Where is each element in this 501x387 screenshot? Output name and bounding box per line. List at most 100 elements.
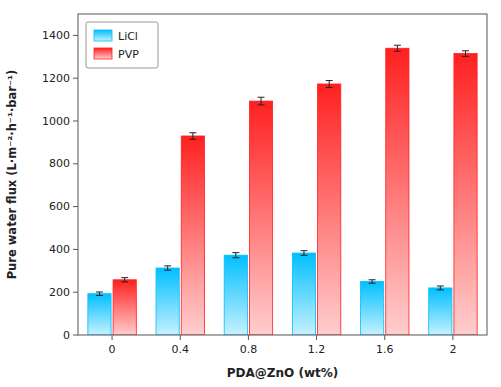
y-tick-label: 800 <box>49 157 70 170</box>
error-bar <box>462 51 469 57</box>
y-tick <box>73 249 78 250</box>
bar <box>386 48 409 335</box>
legend-swatch <box>94 30 112 41</box>
error-line <box>440 286 441 290</box>
error-line <box>303 251 304 256</box>
x-tick <box>316 335 317 340</box>
x-tick <box>384 335 385 340</box>
error-cap <box>326 80 333 81</box>
y-tick <box>73 335 78 336</box>
x-tick-label: 0 <box>109 343 116 356</box>
x-tick-label: 2 <box>449 343 456 356</box>
y-tick <box>73 121 78 122</box>
y-tick-label: 1200 <box>42 72 70 85</box>
chart-container: 0 200 400 600 800 1000 1200 1400 0 0.4 0.8 1.2 1.6 2 P… <box>0 0 501 387</box>
error-bar <box>394 45 401 51</box>
plot-frame <box>78 14 487 335</box>
y-tick <box>73 35 78 36</box>
y-tick-label: 0 <box>63 329 70 342</box>
error-cap <box>232 257 239 258</box>
error-line <box>235 253 236 258</box>
error-cap <box>326 87 333 88</box>
error-cap <box>437 289 444 290</box>
chart-svg: 0 200 400 600 800 1000 1200 1400 0 0.4 0.8 1.2 1.6 2 P… <box>0 0 501 387</box>
legend-swatch <box>94 48 112 59</box>
error-line <box>397 45 398 51</box>
x-tick <box>452 335 453 340</box>
error-bar <box>189 133 196 139</box>
bar <box>454 54 477 335</box>
error-cap <box>121 281 128 282</box>
error-cap <box>437 285 444 286</box>
x-tick-label: 1.6 <box>376 343 394 356</box>
x-tick-label: 0.4 <box>172 343 190 356</box>
y-tick <box>73 163 78 164</box>
x-axis-label: PDA@ZnO (wt%) <box>227 366 338 380</box>
error-cap <box>164 265 171 266</box>
y-tick-label: 1400 <box>42 29 70 42</box>
error-bar <box>258 97 265 105</box>
legend-box <box>86 22 158 68</box>
error-bar <box>121 278 128 282</box>
bar <box>292 253 315 335</box>
error-cap <box>189 132 196 133</box>
error-cap <box>164 270 171 271</box>
error-bar <box>369 280 376 283</box>
error-cap <box>121 277 128 278</box>
error-bar <box>96 292 103 295</box>
y-tick-label: 400 <box>49 243 70 256</box>
bar <box>88 294 111 335</box>
bar <box>249 101 272 335</box>
y-axis-label: Pure water flux (L·m⁻²·h⁻¹·bar⁻¹) <box>5 70 19 280</box>
bar <box>181 136 204 335</box>
error-cap <box>462 56 469 57</box>
y-tick <box>73 292 78 293</box>
bar <box>156 268 179 335</box>
x-tick <box>112 335 113 340</box>
error-cap <box>189 139 196 140</box>
bar <box>113 280 136 335</box>
error-cap <box>462 50 469 51</box>
error-cap <box>258 104 265 105</box>
error-line <box>124 278 125 282</box>
bar <box>224 255 247 335</box>
error-bar <box>326 81 333 88</box>
legend-label: LiCl <box>118 30 138 43</box>
legend: LiCl PVP <box>86 22 158 68</box>
error-cap <box>369 279 376 280</box>
error-cap <box>258 97 265 98</box>
error-line <box>99 292 100 295</box>
error-cap <box>232 252 239 253</box>
x-tick-label: 1.2 <box>308 343 326 356</box>
error-line <box>372 280 373 283</box>
error-bar <box>164 266 171 270</box>
error-cap <box>300 250 307 251</box>
y-tick <box>73 78 78 79</box>
error-line <box>261 97 262 105</box>
bar <box>318 84 341 335</box>
error-line <box>329 81 330 88</box>
bars <box>88 45 477 335</box>
error-cap <box>96 291 103 292</box>
bar <box>429 288 452 335</box>
legend-label: PVP <box>118 48 139 61</box>
x-tick-label: 0.8 <box>240 343 258 356</box>
error-line <box>167 266 168 270</box>
error-cap <box>369 283 376 284</box>
error-line <box>192 133 193 139</box>
error-cap <box>394 51 401 52</box>
bar <box>361 282 384 336</box>
error-bar <box>300 251 307 256</box>
x-tick <box>180 335 181 340</box>
x-tick <box>248 335 249 340</box>
y-tick-label: 600 <box>49 200 70 213</box>
y-tick-label: 1000 <box>42 115 70 128</box>
error-cap <box>300 255 307 256</box>
error-bar <box>232 253 239 258</box>
error-line <box>465 51 466 57</box>
y-tick-label: 200 <box>49 286 70 299</box>
error-cap <box>394 45 401 46</box>
error-cap <box>96 295 103 296</box>
error-bar <box>437 286 444 290</box>
y-tick <box>73 206 78 207</box>
